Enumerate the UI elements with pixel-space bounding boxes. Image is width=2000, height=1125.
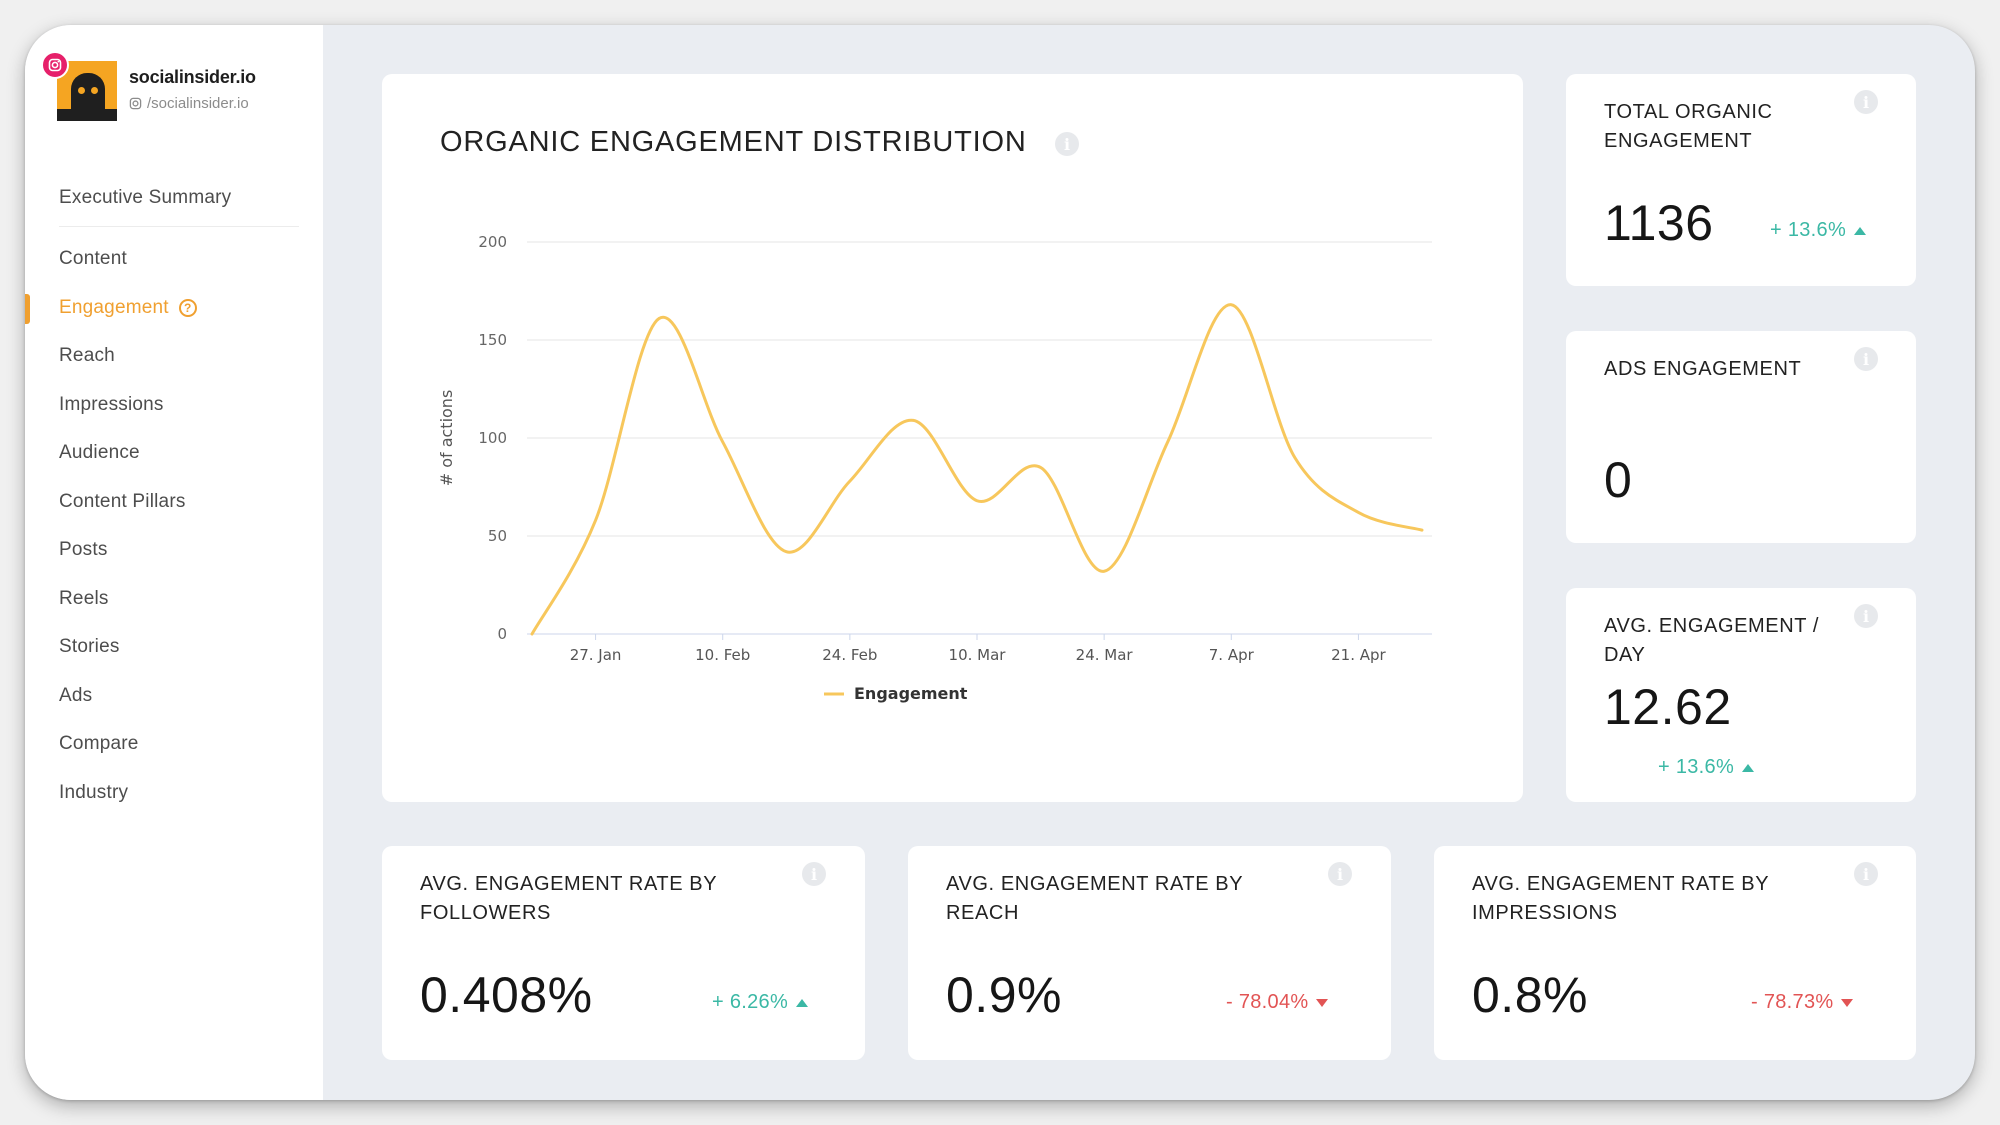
sidebar-item-reels[interactable]: Reels — [25, 575, 323, 624]
x-tick-label: 10. Mar — [949, 646, 1007, 664]
info-icon[interactable]: i — [1854, 862, 1878, 886]
engagement-rate-followers-card: AVG. ENGAGEMENT RATE BY FOLLOWERS i 0.40… — [382, 846, 865, 1060]
change-value: + 13.6% — [1658, 756, 1735, 778]
sidebar-item-posts[interactable]: Posts — [25, 526, 323, 575]
sidebar-item-label: Reels — [59, 587, 109, 609]
change-value: - 78.73% — [1751, 991, 1834, 1013]
sidebar-item-label: Compare — [59, 733, 139, 755]
sidebar-item-impressions[interactable]: Impressions — [25, 381, 323, 430]
sidebar: socialinsider.io /socialinsider.io Execu… — [25, 25, 323, 1100]
x-tick-label: 24. Mar — [1076, 646, 1134, 664]
metric-value: 0.9% — [946, 967, 1062, 1023]
sidebar-item-label: Content — [59, 248, 127, 270]
sidebar-item-label: Ads — [59, 684, 93, 706]
metric-value: 12.62 — [1604, 679, 1732, 735]
change-indicator: + 13.6% — [1658, 756, 1755, 779]
help-icon[interactable]: ? — [178, 298, 197, 317]
sidebar-item-ads[interactable]: Ads — [25, 672, 323, 721]
arrow-up-icon — [1854, 226, 1867, 235]
legend-label: Engagement — [854, 684, 968, 703]
x-tick-label: 24. Feb — [822, 646, 877, 664]
nav-divider — [59, 226, 299, 227]
sidebar-item-executive-summary[interactable]: Executive Summary — [25, 170, 323, 226]
metric-title: AVG. ENGAGEMENT RATE BY IMPRESSIONS — [1472, 873, 1769, 924]
app-window: socialinsider.io /socialinsider.io Execu… — [25, 25, 1975, 1100]
y-tick-label: 100 — [478, 429, 507, 447]
change-indicator: + 13.6% — [1770, 219, 1867, 242]
y-tick-label: 150 — [478, 331, 507, 349]
sidebar-item-reach[interactable]: Reach — [25, 332, 323, 381]
metric-title: ADS ENGAGEMENT — [1604, 358, 1802, 380]
sidebar-item-label: Stories — [59, 636, 120, 658]
profile-name: socialinsider.io — [129, 67, 256, 87]
chart-title: ORGANIC ENGAGEMENT DISTRIBUTION — [440, 126, 1027, 158]
info-icon[interactable]: i — [1854, 347, 1878, 371]
info-icon[interactable]: i — [1854, 604, 1878, 628]
profile-header[interactable]: socialinsider.io /socialinsider.io — [41, 51, 307, 125]
change-indicator: + 6.26% — [712, 991, 809, 1014]
arrow-up-icon — [1742, 763, 1755, 772]
sidebar-item-label: Reach — [59, 345, 115, 367]
change-value: - 78.04% — [1226, 991, 1309, 1013]
metric-title: AVG. ENGAGEMENT RATE BY REACH — [946, 873, 1243, 924]
sidebar-item-content-pillars[interactable]: Content Pillars — [25, 478, 323, 527]
y-tick-label: 50 — [488, 527, 507, 545]
profile-handle-text: /socialinsider.io — [147, 95, 249, 112]
x-tick-label: 21. Apr — [1331, 646, 1386, 664]
metric-title: AVG. ENGAGEMENT RATE BY FOLLOWERS — [420, 873, 717, 924]
info-icon[interactable]: i — [802, 862, 826, 886]
profile-avatar — [57, 61, 117, 121]
sidebar-item-content[interactable]: Content — [25, 235, 323, 284]
total-organic-engagement-card: TOTAL ORGANIC ENGAGEMENT i 1136 + 13.6% — [1566, 74, 1916, 286]
arrow-up-icon — [796, 998, 809, 1007]
metric-value: 1136 — [1604, 195, 1714, 251]
sidebar-item-label: Impressions — [59, 393, 164, 415]
sidebar-item-label: Posts — [59, 539, 108, 561]
sidebar-item-label: Audience — [59, 442, 140, 464]
engagement-rate-reach-card: AVG. ENGAGEMENT RATE BY REACH i 0.9% - 7… — [908, 846, 1391, 1060]
sidebar-item-stories[interactable]: Stories — [25, 623, 323, 672]
info-icon[interactable]: i — [1328, 862, 1352, 886]
x-tick-label: 10. Feb — [695, 646, 750, 664]
ads-engagement-card: ADS ENGAGEMENT i 0 — [1566, 331, 1916, 543]
sidebar-item-audience[interactable]: Audience — [25, 429, 323, 478]
change-value: + 6.26% — [712, 991, 789, 1013]
metric-value: 0.408% — [420, 967, 593, 1023]
x-tick-label: 27. Jan — [570, 646, 622, 664]
series-line-engagement — [530, 303, 1424, 636]
metric-value: 0 — [1604, 452, 1633, 508]
sidebar-item-label: Executive Summary — [59, 187, 232, 208]
avg-engagement-per-day-card: AVG. ENGAGEMENT / DAY i 12.62 + 13.6% — [1566, 588, 1916, 802]
y-tick-label: 200 — [478, 233, 507, 251]
sidebar-nav: Executive Summary Content Engagement ? R… — [25, 170, 323, 817]
instagram-icon — [41, 51, 69, 79]
sidebar-item-label: Industry — [59, 781, 129, 803]
instagram-small-icon — [129, 97, 142, 110]
metric-title: AVG. ENGAGEMENT / DAY — [1604, 615, 1820, 666]
sidebar-item-label: Content Pillars — [59, 490, 186, 512]
change-value: + 13.6% — [1770, 219, 1847, 241]
arrow-down-icon — [1316, 998, 1329, 1007]
engagement-distribution-card: ORGANIC ENGAGEMENT DISTRIBUTION i 0 50 100… — [382, 74, 1523, 802]
engagement-rate-impressions-card: AVG. ENGAGEMENT RATE BY IMPRESSIONS i 0.… — [1434, 846, 1916, 1060]
info-icon[interactable]: i — [1055, 132, 1079, 156]
x-tick-label: 7. Apr — [1209, 646, 1255, 664]
engagement-line-chart: 0 50 100 150 200 27. Jan 10. Feb 24. Feb 10. Mar… — [437, 233, 1432, 703]
sidebar-item-industry[interactable]: Industry — [25, 769, 323, 818]
info-icon[interactable]: i — [1854, 90, 1878, 114]
sidebar-item-label: Engagement — [59, 296, 169, 318]
arrow-down-icon — [1841, 998, 1854, 1007]
sidebar-item-engagement[interactable]: Engagement ? — [25, 284, 323, 333]
profile-handle: /socialinsider.io — [129, 95, 249, 112]
y-axis-label: # of actions — [437, 390, 456, 487]
sidebar-item-compare[interactable]: Compare — [25, 720, 323, 769]
metric-value: 0.8% — [1472, 967, 1588, 1023]
change-indicator: - 78.73% — [1751, 991, 1854, 1014]
y-tick-label: 0 — [497, 625, 507, 643]
metric-title: TOTAL ORGANIC ENGAGEMENT — [1604, 101, 1773, 152]
change-indicator: - 78.04% — [1226, 991, 1329, 1014]
